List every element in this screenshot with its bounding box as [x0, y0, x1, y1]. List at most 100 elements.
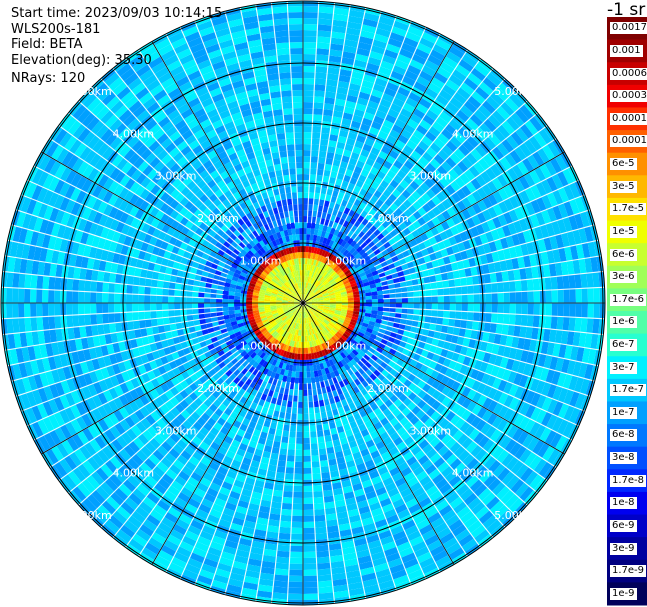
beta-cell [439, 230, 449, 241]
beta-cell [511, 336, 520, 349]
beta-cell [586, 317, 594, 334]
beta-cell [78, 314, 86, 327]
beta-cell [331, 263, 338, 270]
beta-cell [345, 272, 353, 278]
beta-cell [412, 284, 420, 292]
beta-cell [279, 520, 292, 528]
beta-cell [408, 266, 416, 275]
beta-cell [425, 229, 434, 239]
beta-cell [272, 586, 289, 594]
beta-cell [449, 295, 456, 303]
beta-cell [358, 258, 366, 266]
beta-cell [317, 205, 324, 212]
beta-cell [396, 169, 407, 180]
beta-cell [282, 491, 294, 498]
beta-cell [331, 241, 338, 249]
beta-cell [371, 310, 378, 315]
beta-cell [485, 167, 497, 181]
beta-cell [477, 244, 486, 256]
beta-cell [475, 223, 485, 236]
beta-cell [353, 303, 360, 306]
beta-cell [316, 556, 331, 564]
beta-cell [470, 148, 483, 162]
beta-cell [465, 152, 478, 166]
beta-cell [356, 255, 364, 263]
beta-cell [372, 236, 380, 245]
beta-cell [378, 66, 393, 77]
beta-cell [307, 270, 310, 277]
beta-cell [228, 295, 235, 300]
beta-cell [593, 287, 600, 303]
beta-cell [466, 135, 480, 149]
beta-cell [378, 256, 386, 264]
beta-cell [575, 288, 582, 303]
beta-cell [388, 149, 400, 160]
beta-cell [354, 53, 369, 63]
beta-cell [303, 6, 319, 13]
beta-cell [317, 586, 334, 594]
beta-cell [303, 48, 317, 55]
beta-cell [533, 303, 540, 316]
beta-cell [322, 109, 334, 117]
beta-cell [138, 285, 145, 295]
beta-cell [308, 264, 312, 271]
beta-cell [557, 203, 569, 219]
beta-cell [138, 277, 146, 287]
beta-cell [556, 170, 569, 188]
beta-cell [485, 283, 492, 294]
beta-cell [478, 81, 494, 96]
beta-cell [535, 181, 547, 197]
beta-cell [416, 75, 431, 88]
beta-cell [401, 292, 408, 298]
beta-cell [316, 247, 321, 255]
beta-cell [365, 62, 380, 72]
beta-cell [12, 303, 19, 319]
beta-cell [546, 250, 555, 264]
beta-cell [323, 300, 330, 302]
beta-cell [323, 296, 330, 299]
beta-cell [361, 278, 369, 284]
beta-cell [285, 461, 295, 468]
beta-cell [275, 562, 290, 570]
beta-cell [575, 346, 585, 363]
beta-cell [346, 312, 353, 317]
beta-cell [334, 178, 343, 186]
beta-cell [383, 298, 390, 303]
beta-cell [415, 124, 429, 136]
beta-cell [431, 288, 438, 297]
beta-cell [431, 303, 438, 311]
beta-cell [552, 342, 561, 358]
beta-cell [306, 228, 311, 235]
beta-cell [461, 156, 474, 169]
beta-cell [344, 100, 357, 109]
beta-cell [353, 108, 366, 118]
beta-cell [312, 210, 318, 218]
beta-cell [222, 298, 229, 303]
beta-cell [383, 87, 397, 98]
beta-cell [430, 184, 441, 196]
beta-cell [367, 152, 378, 162]
beta-cell [353, 297, 360, 301]
beta-cell [435, 273, 443, 282]
beta-cell [84, 314, 92, 326]
beta-cell [466, 320, 474, 330]
beta-cell [513, 220, 523, 234]
beta-cell [341, 57, 355, 66]
beta-cell [437, 310, 444, 318]
beta-cell [341, 298, 348, 301]
beta-cell [318, 248, 324, 256]
beta-cell [342, 112, 354, 121]
beta-cell [428, 104, 443, 117]
beta-cell [368, 262, 376, 269]
beta-cell [508, 195, 520, 209]
beta-cell [534, 166, 547, 182]
beta-cell [126, 311, 133, 322]
beta-cell [319, 138, 329, 146]
beta-cell [529, 339, 538, 353]
beta-cell [303, 497, 314, 504]
beta-cell [503, 303, 510, 314]
beta-cell [419, 182, 431, 193]
beta-cell [501, 138, 515, 154]
beta-cell [321, 249, 327, 257]
beta-cell [440, 160, 453, 173]
